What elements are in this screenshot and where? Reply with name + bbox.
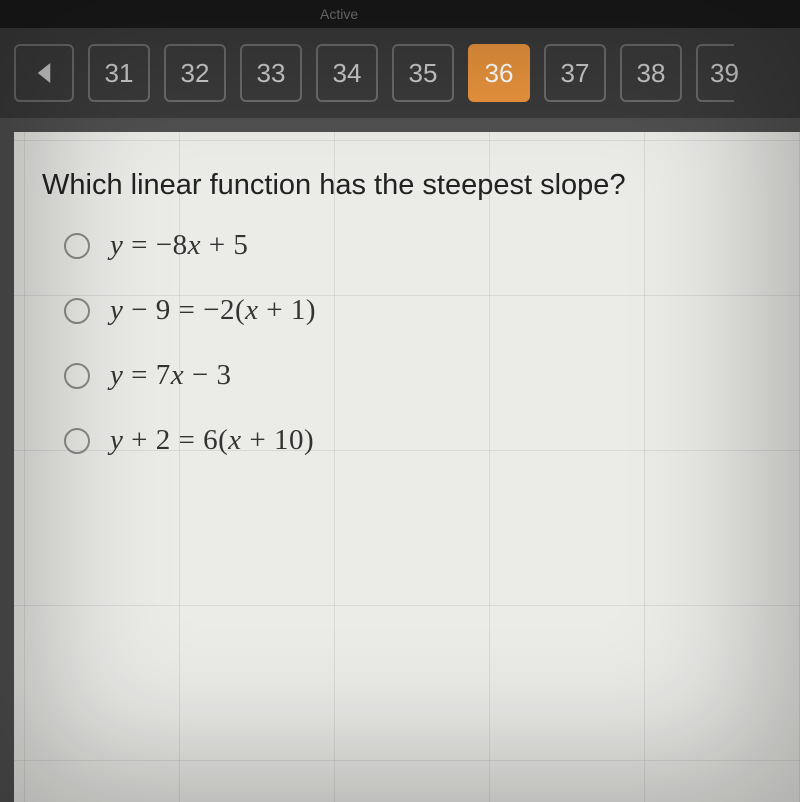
option-a-text: y = −8x + 5 bbox=[110, 229, 248, 262]
nav-item-31[interactable]: 31 bbox=[88, 44, 150, 102]
option-c-text: y = 7x − 3 bbox=[110, 359, 231, 392]
question-text: Which linear function has the steepest s… bbox=[14, 132, 800, 205]
nav-item-35[interactable]: 35 bbox=[392, 44, 454, 102]
option-c[interactable]: y = 7x − 3 bbox=[64, 359, 800, 392]
nav-item-37[interactable]: 37 bbox=[544, 44, 606, 102]
nav-item-38[interactable]: 38 bbox=[620, 44, 682, 102]
option-a[interactable]: y = −8x + 5 bbox=[64, 229, 800, 262]
option-d[interactable]: y + 2 = 6(x + 10) bbox=[64, 424, 800, 457]
radio-icon bbox=[64, 363, 90, 389]
nav-item-33[interactable]: 33 bbox=[240, 44, 302, 102]
radio-icon bbox=[64, 233, 90, 259]
question-nav-bar: 31 32 33 34 35 36 37 38 39 bbox=[0, 28, 800, 118]
radio-icon bbox=[64, 428, 90, 454]
options-list: y = −8x + 5 y − 9 = −2(x + 1) y = 7x − 3… bbox=[14, 205, 800, 457]
nav-item-34[interactable]: 34 bbox=[316, 44, 378, 102]
question-panel: Which linear function has the steepest s… bbox=[14, 132, 800, 802]
option-b-text: y − 9 = −2(x + 1) bbox=[110, 294, 316, 327]
radio-icon bbox=[64, 298, 90, 324]
nav-item-39[interactable]: 39 bbox=[696, 44, 734, 102]
header-tab-text: Active bbox=[320, 6, 358, 22]
header-bar: Active bbox=[0, 0, 800, 28]
nav-item-32[interactable]: 32 bbox=[164, 44, 226, 102]
option-b[interactable]: y − 9 = −2(x + 1) bbox=[64, 294, 800, 327]
nav-prev-button[interactable] bbox=[14, 44, 74, 102]
option-d-text: y + 2 = 6(x + 10) bbox=[110, 424, 314, 457]
nav-item-36[interactable]: 36 bbox=[468, 44, 530, 102]
triangle-left-icon bbox=[37, 63, 51, 83]
